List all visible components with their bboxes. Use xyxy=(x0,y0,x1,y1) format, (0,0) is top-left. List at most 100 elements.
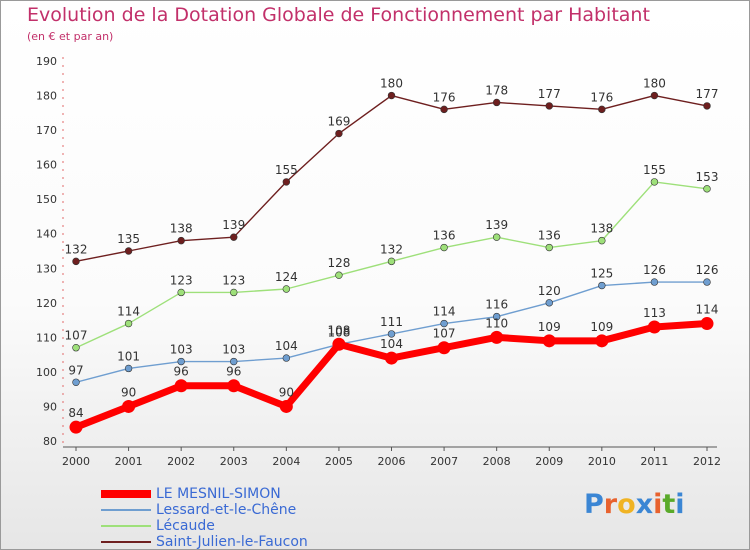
data-point xyxy=(492,312,501,321)
data-label: 114 xyxy=(696,303,719,317)
data-point xyxy=(650,178,659,186)
data-point xyxy=(335,129,343,138)
y-tick-label: 120 xyxy=(36,297,57,310)
x-tick-label: 2003 xyxy=(220,455,248,468)
y-tick-label: 180 xyxy=(36,90,57,103)
data-label: 123 xyxy=(222,273,245,287)
data-point xyxy=(545,243,553,252)
data-point xyxy=(335,271,343,279)
data-label: 103 xyxy=(170,343,193,357)
data-label: 176 xyxy=(590,90,613,104)
legend-label: Saint-Julien-le-Faucon xyxy=(156,534,308,550)
x-tick-label: 2011 xyxy=(640,455,668,468)
data-label: 107 xyxy=(433,327,456,341)
data-point xyxy=(177,236,185,245)
logo-letter: t xyxy=(662,489,676,520)
data-label: 180 xyxy=(380,77,403,91)
data-label: 177 xyxy=(696,87,719,101)
data-point xyxy=(282,354,291,362)
data-label: 96 xyxy=(174,365,189,379)
y-tick-label: 130 xyxy=(36,262,57,275)
data-label: 109 xyxy=(538,320,561,334)
data-label: 90 xyxy=(279,385,294,399)
logo-letter: i xyxy=(653,489,663,520)
legend-label: Lécaude xyxy=(156,518,215,534)
data-point xyxy=(72,257,80,266)
data-point xyxy=(332,337,346,351)
data-label: 138 xyxy=(170,222,193,236)
data-point xyxy=(124,319,133,328)
data-label: 153 xyxy=(696,170,719,184)
data-point xyxy=(387,330,396,338)
data-label: 84 xyxy=(68,406,83,420)
legend-swatch xyxy=(101,490,151,498)
x-tick-label: 2004 xyxy=(272,455,300,468)
data-label: 126 xyxy=(696,263,719,277)
data-point xyxy=(598,281,606,290)
data-point xyxy=(230,233,238,241)
x-tick-label: 2010 xyxy=(588,455,616,468)
x-tick-label: 2002 xyxy=(167,455,195,468)
data-point xyxy=(650,91,659,100)
data-label: 108 xyxy=(327,323,350,337)
data-label: 111 xyxy=(380,315,403,329)
data-point xyxy=(227,379,241,393)
x-tick-label: 2006 xyxy=(378,455,406,468)
data-label: 124 xyxy=(275,270,298,284)
x-tick-label: 2000 xyxy=(62,455,90,468)
data-label: 107 xyxy=(65,329,88,343)
data-point xyxy=(492,233,501,241)
legend-swatch xyxy=(101,525,151,527)
data-point xyxy=(598,105,606,114)
data-point xyxy=(703,185,711,193)
y-tick-label: 140 xyxy=(36,228,57,241)
x-tick-label: 2001 xyxy=(115,455,143,468)
data-point xyxy=(279,399,293,413)
data-label: 155 xyxy=(643,163,666,177)
data-point xyxy=(124,247,133,255)
data-label: 180 xyxy=(643,77,666,91)
data-point xyxy=(72,378,80,386)
legend-label: Lessard-et-le-Chêne xyxy=(156,502,297,518)
y-tick-label: 190 xyxy=(36,55,57,68)
data-label: 109 xyxy=(590,320,613,334)
data-point xyxy=(230,357,238,366)
data-point xyxy=(703,102,711,110)
data-label: 178 xyxy=(485,83,508,97)
data-point xyxy=(282,178,291,186)
data-point xyxy=(230,288,238,297)
proxiti-logo: Proxiti xyxy=(584,489,685,520)
data-label: 155 xyxy=(275,163,298,177)
data-point xyxy=(387,257,396,266)
data-label: 135 xyxy=(117,232,140,246)
data-point xyxy=(595,334,609,348)
data-point xyxy=(72,344,80,352)
x-tick-label: 2012 xyxy=(693,455,721,468)
y-tick-label: 90 xyxy=(43,400,57,413)
data-label: 104 xyxy=(380,337,403,351)
data-label: 176 xyxy=(433,90,456,104)
data-label: 138 xyxy=(590,222,613,236)
data-label: 101 xyxy=(117,349,140,363)
data-label: 116 xyxy=(485,298,508,312)
chart-title: Evolution de la Dotation Globale de Fonc… xyxy=(27,4,650,26)
y-tick-label: 150 xyxy=(36,193,57,206)
data-point xyxy=(700,317,714,331)
data-point xyxy=(122,399,136,413)
x-tick-label: 2005 xyxy=(325,455,353,468)
data-point xyxy=(177,357,185,366)
y-tick-label: 80 xyxy=(43,435,57,448)
data-point xyxy=(490,330,504,344)
data-point xyxy=(282,285,291,293)
data-point xyxy=(440,319,448,328)
logo-letter: r xyxy=(603,489,618,520)
y-tick-label: 110 xyxy=(36,331,57,344)
data-point xyxy=(492,98,501,107)
data-label: 169 xyxy=(327,115,350,129)
data-label: 114 xyxy=(433,305,456,319)
data-point xyxy=(703,278,711,286)
data-point xyxy=(545,299,553,307)
data-point xyxy=(542,334,556,348)
data-label: 96 xyxy=(226,365,241,379)
